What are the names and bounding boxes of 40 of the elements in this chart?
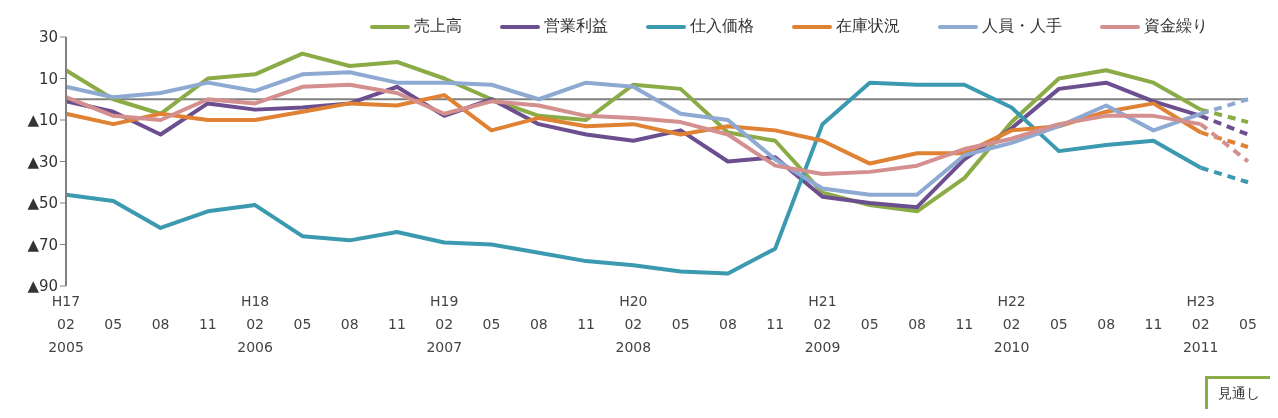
x-tick-label: 08 bbox=[1097, 316, 1116, 332]
y-tick-label: 30 bbox=[38, 28, 58, 47]
x-tick-label: 11 bbox=[955, 316, 974, 332]
legend-label: 仕入価格 bbox=[690, 16, 754, 37]
x-tick-label: 11 bbox=[577, 316, 595, 332]
y-tick-label: ▲30 bbox=[27, 152, 58, 171]
x-tick-label: 05 bbox=[104, 316, 123, 332]
x-tick-label: H20 02 2008 bbox=[615, 293, 652, 355]
x-tick-label: H19 02 2007 bbox=[426, 293, 463, 355]
x-tick-label: 11 bbox=[388, 316, 406, 332]
x-tick-label: H17 02 2005 bbox=[48, 293, 84, 355]
legend-label: 人員・人手 bbox=[982, 16, 1062, 37]
x-tick-label: H23 02 2011 bbox=[1182, 293, 1219, 355]
x-tick-label: 11 bbox=[766, 316, 785, 332]
x-tick-label: 11 bbox=[1144, 316, 1163, 332]
x-tick-label: 11 bbox=[198, 316, 217, 332]
y-tick-label: ▲90 bbox=[27, 277, 58, 296]
x-tick-label: 08 bbox=[151, 316, 170, 332]
x-tick-label: 05 bbox=[482, 316, 501, 332]
y-tick-label: ▲10 bbox=[27, 111, 58, 130]
x-tick-label: 08 bbox=[340, 316, 359, 332]
legend-label: 資金繰り bbox=[1144, 16, 1208, 37]
legend-label: 営業利益 bbox=[544, 16, 608, 37]
x-tick-label: 05 bbox=[293, 316, 312, 332]
x-tick-label: 05 bbox=[1049, 316, 1068, 332]
x-tick-label: H21 02 2009 bbox=[804, 293, 841, 355]
x-tick-label: 05 bbox=[1239, 316, 1257, 332]
text: 見通し bbox=[1205, 376, 1270, 409]
x-tick-label: 08 bbox=[908, 316, 926, 332]
x-tick-label: 05 bbox=[860, 316, 879, 332]
x-tick-label: 08 bbox=[529, 316, 548, 332]
legend-label: 売上高 bbox=[414, 16, 462, 37]
y-tick-label: 10 bbox=[38, 69, 58, 88]
x-tick-label: H22 02 2010 bbox=[993, 293, 1030, 355]
x-tick-label: H18 02 2006 bbox=[237, 293, 274, 355]
y-tick-label: ▲50 bbox=[27, 194, 58, 213]
legend-label: 在庫状況 bbox=[836, 16, 900, 37]
x-tick-label: 08 bbox=[719, 316, 737, 332]
x-tick-label: 05 bbox=[671, 316, 690, 332]
y-tick-label: ▲70 bbox=[27, 235, 58, 254]
